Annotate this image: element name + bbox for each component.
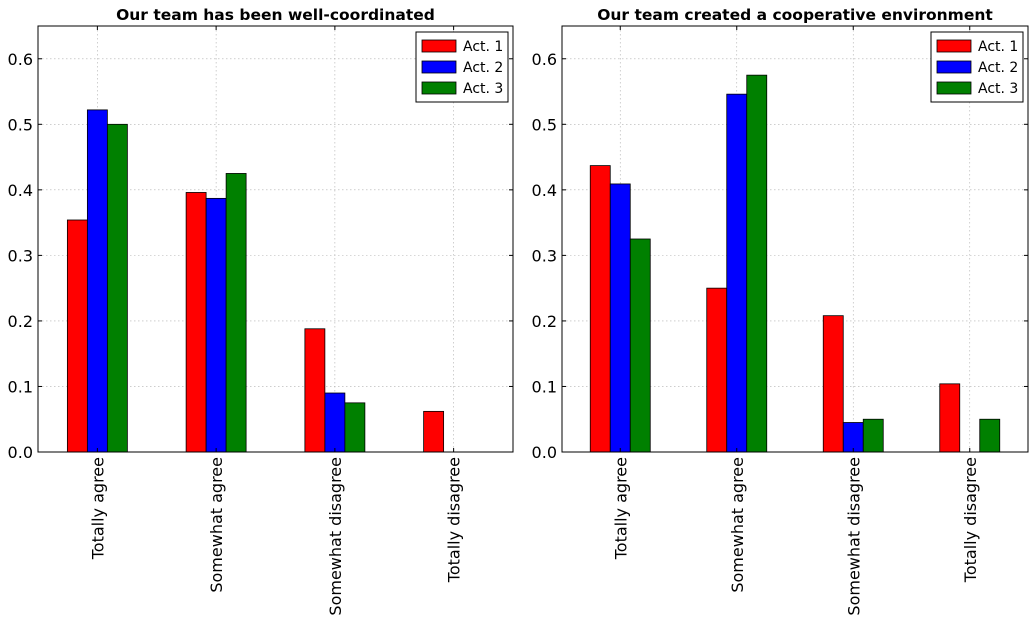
x-tick-label: Somewhat disagree [844,457,863,616]
x-tick-label: Totally disagree [961,457,980,583]
bar-act-2-1 [726,93,748,453]
legend-label: Act. 3 [463,81,503,97]
y-tick-label: 0.2 [8,312,33,331]
legend-swatch [421,81,457,95]
legend-swatch [936,81,972,95]
y-tick-label: 0.4 [8,181,33,200]
legend-swatch [421,60,457,74]
y-tick-label: 0.5 [8,115,33,134]
x-tick-label: Totally agree [611,457,630,560]
x-tick-label: Totally agree [88,457,107,560]
x-tick-label: Somewhat agree [207,457,226,593]
y-tick-label: 0.4 [532,181,557,200]
y-tick-label: 0.2 [532,312,557,331]
bar-act-3-0 [106,123,128,453]
bar-act-3-1 [225,173,247,453]
legend-label: Act. 2 [463,60,503,76]
legend-label: Act. 2 [978,60,1018,76]
bar-act-3-0 [629,238,651,453]
legend-swatch [936,60,972,74]
bar-act-1-3 [939,383,961,453]
y-tick-label: 0.0 [532,443,557,462]
x-tick-label: Totally disagree [445,457,464,583]
bar-act-2-2 [842,422,864,453]
bar-act-3-1 [746,74,768,453]
y-tick-label: 0.1 [8,377,33,396]
bar-act-1-1 [185,192,207,453]
chart-panel-1: 0.0 0.1 0.2 0.3 0.4 0.5 0.6 Totally agree Somewh… [8,6,514,616]
y-tick-label: 0.5 [532,115,557,134]
y-tick-label: 0.0 [8,443,33,462]
bar-act-2-2 [324,392,346,453]
bar-act-1-3 [423,410,445,453]
bar-act-1-0 [589,165,611,453]
legend-swatch [421,39,457,53]
y-tick-label: 0.3 [532,246,557,265]
axes-frame [561,25,1029,453]
y-tick-label: 0.6 [532,50,557,69]
bar-act-2-0 [609,183,631,453]
bar-act-1-0 [66,219,88,453]
y-tick-label: 0.6 [8,50,33,69]
legend-label: Act. 1 [463,39,503,55]
chart-title: Our team has been well-coordinated [116,6,435,24]
legend: Act. 1 Act. 2 Act. 3 [415,31,509,103]
x-tick-label: Somewhat disagree [326,457,345,616]
x-tick-label: Somewhat agree [728,457,747,593]
bar-act-3-2 [862,418,884,453]
bar-act-1-2 [822,315,844,453]
legend-swatch [936,39,972,53]
bar-act-1-1 [706,287,728,453]
bar-act-3-2 [344,402,366,453]
legend-label: Act. 3 [978,81,1018,97]
bar-act-1-2 [304,328,326,453]
bar-act-2-1 [205,197,227,453]
y-tick-label: 0.1 [532,377,557,396]
bar-act-3-3 [979,418,1001,453]
legend-label: Act. 1 [978,39,1018,55]
y-tick-label: 0.3 [8,246,33,265]
axes-frame [37,25,514,453]
chart-panel-2: 0.0 0.1 0.2 0.3 0.4 0.5 0.6 Totally agree Somewh… [532,6,1029,616]
bar-act-2-0 [86,109,108,453]
legend: Act. 1 Act. 2 Act. 3 [930,31,1024,103]
chart-title: Our team created a cooperative environme… [597,6,993,24]
